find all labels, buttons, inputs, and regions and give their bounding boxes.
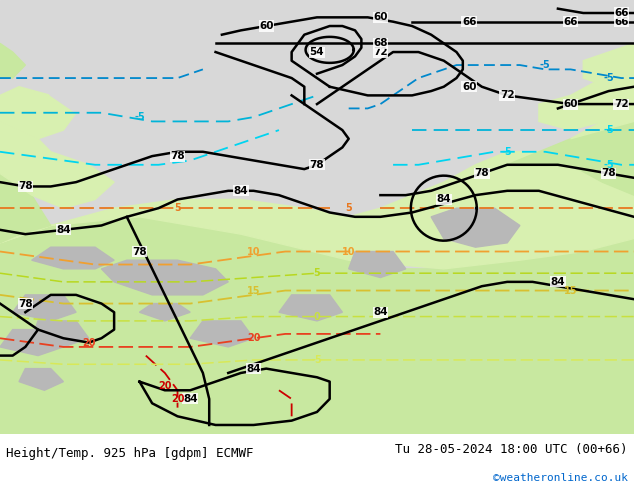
Polygon shape: [139, 304, 190, 321]
Text: 60: 60: [564, 99, 578, 109]
Text: 66: 66: [614, 8, 628, 18]
Text: 84: 84: [56, 225, 71, 235]
Text: -5: -5: [604, 73, 614, 83]
Text: 20: 20: [247, 333, 261, 343]
Polygon shape: [165, 113, 279, 156]
Text: 60: 60: [373, 12, 387, 23]
Text: 20: 20: [82, 338, 96, 347]
Text: 66: 66: [614, 17, 628, 26]
Text: 78: 78: [309, 160, 325, 170]
Text: 15: 15: [247, 286, 261, 295]
Polygon shape: [0, 87, 76, 139]
Text: 72: 72: [500, 90, 515, 100]
Text: ©weatheronline.co.uk: ©weatheronline.co.uk: [493, 472, 628, 483]
Text: 78: 78: [474, 169, 489, 178]
Text: -5: -5: [604, 125, 614, 135]
Text: 84: 84: [550, 277, 566, 287]
Text: 84: 84: [436, 195, 451, 204]
Polygon shape: [32, 321, 89, 347]
Polygon shape: [190, 321, 254, 347]
Text: 20: 20: [171, 394, 184, 404]
Text: Tu 28-05-2024 18:00 UTC (00+66): Tu 28-05-2024 18:00 UTC (00+66): [395, 443, 628, 456]
Polygon shape: [507, 122, 634, 195]
Text: 78: 78: [170, 151, 185, 161]
Text: 68: 68: [373, 38, 387, 49]
Text: -5: -5: [502, 147, 512, 157]
Polygon shape: [0, 152, 634, 269]
Polygon shape: [279, 295, 342, 321]
Text: -5: -5: [604, 160, 614, 170]
Polygon shape: [0, 122, 51, 165]
Polygon shape: [32, 247, 114, 269]
Polygon shape: [0, 217, 634, 434]
Text: 72: 72: [614, 99, 629, 109]
Polygon shape: [19, 368, 63, 390]
Text: 72: 72: [373, 47, 388, 57]
Text: 66: 66: [462, 17, 476, 26]
Text: 5: 5: [346, 203, 352, 213]
Polygon shape: [349, 251, 406, 277]
Text: 78: 78: [601, 169, 616, 178]
Text: 54: 54: [309, 47, 325, 57]
Text: 15: 15: [564, 286, 578, 295]
Text: Height/Temp. 925 hPa [gdpm] ECMWF: Height/Temp. 925 hPa [gdpm] ECMWF: [6, 447, 254, 460]
Text: 78: 78: [18, 181, 33, 192]
Text: -5: -5: [312, 355, 322, 365]
Text: -5: -5: [134, 112, 145, 122]
Polygon shape: [0, 44, 25, 78]
Text: 5: 5: [314, 268, 320, 278]
Text: 84: 84: [233, 186, 249, 196]
Polygon shape: [583, 44, 634, 87]
Text: 60: 60: [462, 82, 476, 92]
Polygon shape: [0, 330, 63, 356]
Polygon shape: [101, 260, 228, 295]
Text: 66: 66: [564, 17, 578, 26]
Text: 78: 78: [132, 246, 147, 257]
Text: 10: 10: [342, 246, 356, 257]
Text: 5: 5: [174, 203, 181, 213]
Polygon shape: [571, 96, 634, 139]
Polygon shape: [0, 173, 51, 243]
Polygon shape: [539, 65, 634, 130]
Text: 78: 78: [18, 298, 33, 309]
Polygon shape: [431, 208, 520, 247]
Text: 60: 60: [259, 21, 273, 31]
Polygon shape: [13, 295, 76, 321]
Text: 84: 84: [373, 307, 388, 317]
Polygon shape: [38, 52, 254, 139]
Text: 20: 20: [158, 381, 172, 391]
Text: 0: 0: [314, 312, 320, 321]
Text: 10: 10: [247, 246, 261, 257]
Text: 84: 84: [183, 394, 198, 404]
Text: 84: 84: [246, 364, 261, 373]
Polygon shape: [0, 130, 114, 208]
Text: -5: -5: [540, 60, 550, 70]
